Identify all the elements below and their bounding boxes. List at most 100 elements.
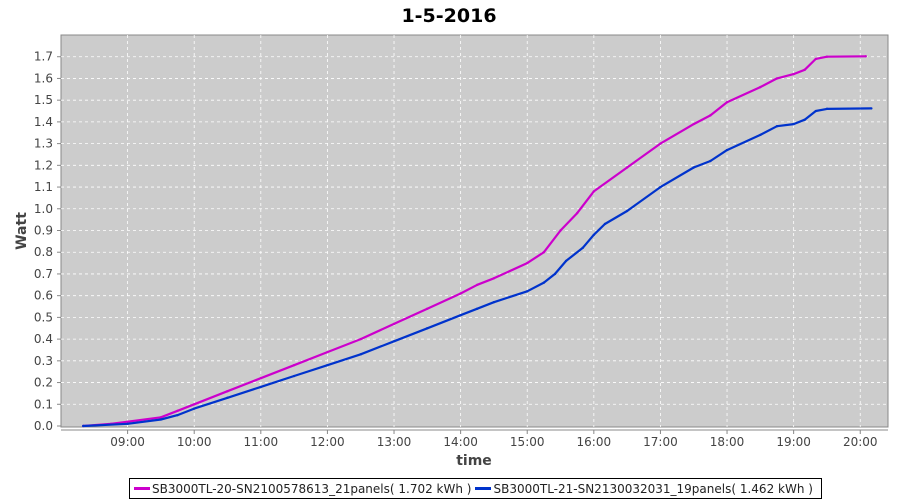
legend-label-1: SB3000TL-20-SN2100578613_21panels( 1.702… bbox=[152, 481, 472, 496]
series-2-point bbox=[359, 353, 362, 356]
y-tick-label: 0.7 bbox=[34, 267, 53, 281]
y-tick-label: 0.2 bbox=[34, 376, 53, 390]
series-2-point bbox=[292, 374, 296, 378]
x-tick-label: 18:00 bbox=[710, 435, 745, 449]
series-1-point bbox=[825, 55, 829, 58]
x-tick-label: 11:00 bbox=[244, 435, 279, 449]
series-1-point bbox=[864, 55, 867, 58]
series-1-point bbox=[476, 283, 479, 287]
series-2-point bbox=[725, 148, 729, 152]
series-1-point bbox=[592, 190, 596, 193]
series-line-2 bbox=[83, 107, 872, 428]
series-2-point bbox=[526, 290, 529, 293]
series-1-point bbox=[659, 142, 662, 145]
plot-area bbox=[60, 34, 889, 428]
y-tick-label: 1.5 bbox=[34, 93, 53, 107]
y-tick-label: 1.6 bbox=[34, 71, 53, 85]
y-tick-label: 1.0 bbox=[34, 202, 53, 216]
series-2-point bbox=[603, 222, 607, 226]
series-2-point bbox=[82, 424, 85, 428]
series-2-point bbox=[459, 314, 462, 317]
y-tick-label: 1.3 bbox=[34, 137, 53, 151]
legend-item-1: SB3000TL-20-SN2100578613_21panels( 1.702… bbox=[134, 482, 471, 496]
y-tick-label: 1.4 bbox=[34, 115, 53, 129]
series-2-point bbox=[392, 340, 396, 343]
y-tick-label: 0.6 bbox=[34, 289, 53, 303]
series-2-point bbox=[176, 413, 179, 417]
series-1-point bbox=[559, 229, 562, 232]
y-tick-label: 1.7 bbox=[34, 50, 53, 64]
legend-item-2: SB3000TL-21-SN2130032031_19panels( 1.462… bbox=[475, 481, 813, 496]
series-1-point bbox=[692, 122, 695, 126]
series-2-point bbox=[775, 125, 779, 128]
x-tick-label: 14:00 bbox=[443, 435, 478, 449]
series-2-point bbox=[592, 233, 596, 237]
x-tick-label: 19:00 bbox=[776, 435, 811, 449]
series-2-point bbox=[259, 385, 263, 389]
x-tick-label: 17:00 bbox=[643, 435, 678, 449]
x-tick-label: 20:00 bbox=[843, 435, 878, 449]
legend-label-2: SB3000TL-21-SN2130032031_19panels( 1.462… bbox=[493, 481, 813, 496]
series-2-point bbox=[709, 159, 712, 163]
series-1-point bbox=[226, 390, 229, 393]
legend-swatch-1 bbox=[134, 487, 150, 490]
y-tick-label: 1.1 bbox=[34, 180, 53, 194]
series-1-point bbox=[709, 114, 712, 117]
series-2-point bbox=[581, 246, 584, 250]
series-2-point bbox=[692, 166, 695, 169]
y-tick-label: 0.5 bbox=[34, 310, 53, 324]
legend-swatch-2 bbox=[475, 487, 492, 490]
series-1-point bbox=[359, 337, 362, 341]
series-1-point bbox=[159, 416, 163, 419]
series-1-point bbox=[775, 77, 779, 80]
y-tick-label: 1.2 bbox=[34, 158, 53, 172]
series-1-point bbox=[326, 350, 329, 354]
series-1-point bbox=[126, 420, 129, 423]
series-2-point bbox=[564, 259, 568, 263]
series-1-point bbox=[792, 72, 795, 76]
series-2-point bbox=[825, 107, 829, 111]
series-2-point bbox=[126, 422, 129, 426]
series-1-point bbox=[575, 211, 579, 215]
series-1-point bbox=[176, 409, 179, 412]
series-2-point bbox=[553, 272, 557, 276]
y-tick-label: 0.0 bbox=[34, 419, 53, 433]
series-2-point bbox=[870, 107, 873, 110]
series-2-point bbox=[159, 418, 163, 421]
series-1-point bbox=[725, 101, 729, 104]
y-tick-label: 0.9 bbox=[34, 224, 53, 238]
series-2-point bbox=[625, 209, 629, 213]
series-1-point bbox=[292, 363, 296, 367]
x-axis-label: time bbox=[456, 453, 492, 469]
series-2-point bbox=[326, 363, 329, 367]
series-2-point bbox=[226, 396, 229, 399]
series-1-point bbox=[193, 403, 196, 406]
series-2-point bbox=[814, 109, 818, 113]
y-tick-label: 0.4 bbox=[34, 332, 53, 346]
series-1-point bbox=[625, 166, 629, 169]
series-1-point bbox=[759, 85, 762, 89]
series-1-point bbox=[814, 57, 818, 61]
series-2-point bbox=[492, 300, 496, 304]
series-1-point bbox=[542, 251, 546, 254]
series-1-point bbox=[259, 377, 263, 380]
y-tick-label: 0.8 bbox=[34, 245, 53, 259]
x-tick-label: 13:00 bbox=[377, 435, 412, 449]
series-1-point bbox=[526, 261, 529, 265]
series-2-point bbox=[759, 133, 762, 137]
x-tick-label: 15:00 bbox=[510, 435, 545, 449]
series-2-point bbox=[193, 407, 196, 410]
series-1-point bbox=[492, 277, 496, 280]
x-tick-label: 16:00 bbox=[577, 435, 612, 449]
chart: 1-5-2016 0.0 0.1 0.2 0.3 0.4 0.5 0.6 0.7 0.8 0.9 1… bbox=[14, 5, 889, 469]
x-tick-label: 09:00 bbox=[110, 435, 145, 449]
series-2-point bbox=[659, 185, 662, 189]
legend: SB3000TL-20-SN2100578613_21panels( 1.702… bbox=[129, 478, 822, 499]
series-1-point bbox=[803, 68, 806, 71]
y-tick-label: 0.3 bbox=[34, 354, 53, 368]
x-tick-label: 10:00 bbox=[177, 435, 212, 449]
series-1-point bbox=[426, 307, 429, 310]
chart-title: 1-5-2016 bbox=[401, 5, 496, 27]
series-2-point bbox=[542, 281, 546, 284]
y-tick-label: 0.1 bbox=[34, 397, 53, 411]
